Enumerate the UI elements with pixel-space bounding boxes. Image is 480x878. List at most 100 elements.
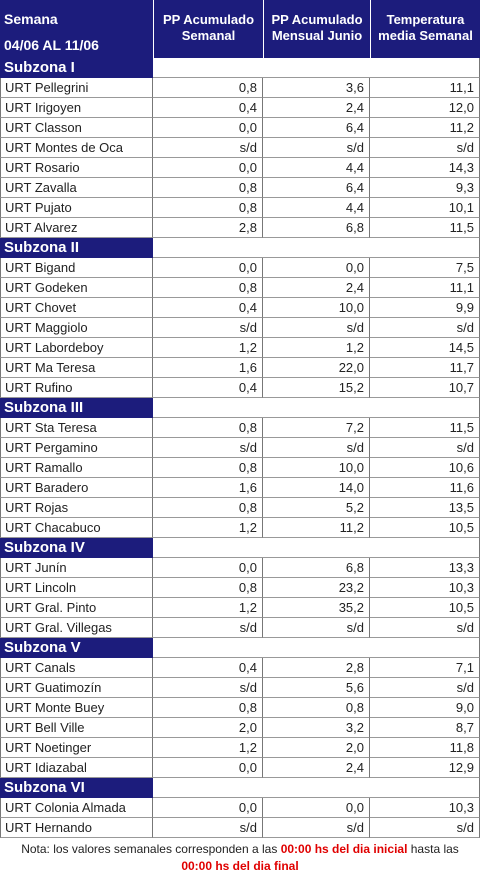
- station-row: URT Ma Teresa 1,6 22,0 11,7: [0, 358, 480, 378]
- subzone-spacer: [153, 238, 480, 258]
- station-row: URT Maggiolo s/d s/d s/d: [0, 318, 480, 338]
- value-cell: 0,0: [153, 798, 263, 818]
- station-name: URT Baradero: [0, 478, 153, 498]
- station-row: URT Rufino 0,4 15,2 10,7: [0, 378, 480, 398]
- value-cell: 0,8: [153, 418, 263, 438]
- value-cell: 7,1: [370, 658, 480, 678]
- value-cell: 0,0: [153, 258, 263, 278]
- value-cell: 1,2: [263, 338, 370, 358]
- station-row: URT Gral. Villegas s/d s/d s/d: [0, 618, 480, 638]
- station-name: URT Lincoln: [0, 578, 153, 598]
- value-cell: 11,1: [370, 278, 480, 298]
- value-cell: 13,3: [370, 558, 480, 578]
- station-row: URT Monte Buey 0,8 0,8 9,0: [0, 698, 480, 718]
- value-cell: s/d: [153, 818, 263, 838]
- station-name: URT Ramallo: [0, 458, 153, 478]
- station-row: URT Guatimozín s/d 5,6 s/d: [0, 678, 480, 698]
- column-header-line: PP Acumulado: [271, 12, 363, 27]
- station-name: URT Pergamino: [0, 438, 153, 458]
- value-cell: 10,5: [370, 518, 480, 538]
- station-name: URT Godeken: [0, 278, 153, 298]
- station-row: URT Gral. Pinto 1,2 35,2 10,5: [0, 598, 480, 618]
- value-cell: 0,8: [153, 198, 263, 218]
- table-header: Semana 04/06 AL 11/06 PP Acumulado Semana…: [0, 0, 480, 58]
- subzone-title: Subzona IV: [0, 538, 153, 558]
- value-cell: 10,6: [370, 458, 480, 478]
- subzone-row: Subzona II: [0, 238, 480, 258]
- value-cell: 0,4: [153, 658, 263, 678]
- station-name: URT Labordeboy: [0, 338, 153, 358]
- value-cell: 9,0: [370, 698, 480, 718]
- station-row: URT Sta Teresa 0,8 7,2 11,5: [0, 418, 480, 438]
- value-cell: 5,6: [263, 678, 370, 698]
- value-cell: 0,8: [153, 178, 263, 198]
- station-name: URT Junín: [0, 558, 153, 578]
- subzone-title: Subzona V: [0, 638, 153, 658]
- station-row: URT Bigand 0,0 0,0 7,5: [0, 258, 480, 278]
- value-cell: s/d: [370, 818, 480, 838]
- station-row: URT Chacabuco 1,2 11,2 10,5: [0, 518, 480, 538]
- value-cell: 0,4: [153, 378, 263, 398]
- station-name: URT Alvarez: [0, 218, 153, 238]
- station-name: URT Pujato: [0, 198, 153, 218]
- value-cell: 6,4: [263, 118, 370, 138]
- value-cell: 8,7: [370, 718, 480, 738]
- value-cell: 11,2: [263, 518, 370, 538]
- station-row: URT Bell Ville 2,0 3,2 8,7: [0, 718, 480, 738]
- subzone-spacer: [153, 778, 480, 798]
- station-row: URT Alvarez 2,8 6,8 11,5: [0, 218, 480, 238]
- station-name: URT Canals: [0, 658, 153, 678]
- value-cell: 23,2: [263, 578, 370, 598]
- subzone-title: Subzona II: [0, 238, 153, 258]
- station-row: URT Ramallo 0,8 10,0 10,6: [0, 458, 480, 478]
- value-cell: 0,0: [263, 258, 370, 278]
- value-cell: 0,8: [263, 698, 370, 718]
- station-row: URT Pergamino s/d s/d s/d: [0, 438, 480, 458]
- value-cell: s/d: [263, 438, 370, 458]
- subzone-spacer: [153, 538, 480, 558]
- value-cell: s/d: [370, 138, 480, 158]
- value-cell: 0,0: [153, 758, 263, 778]
- week-label: Semana: [4, 11, 58, 27]
- value-cell: s/d: [153, 438, 263, 458]
- column-header: Temperatura media Semanal: [370, 0, 480, 58]
- value-cell: 6,4: [263, 178, 370, 198]
- column-header: PP Acumulado Semanal: [153, 0, 263, 58]
- value-cell: 1,2: [153, 518, 263, 538]
- subzone-row: Subzona V: [0, 638, 480, 658]
- value-cell: 0,0: [263, 798, 370, 818]
- value-cell: s/d: [263, 818, 370, 838]
- value-cell: 1,6: [153, 478, 263, 498]
- value-cell: 2,4: [263, 98, 370, 118]
- column-header-line: PP Acumulado: [162, 12, 255, 27]
- value-cell: 0,4: [153, 298, 263, 318]
- value-cell: s/d: [370, 618, 480, 638]
- station-name: URT Irigoyen: [0, 98, 153, 118]
- station-name: URT Rojas: [0, 498, 153, 518]
- value-cell: 15,2: [263, 378, 370, 398]
- station-row: URT Irigoyen 0,4 2,4 12,0: [0, 98, 480, 118]
- station-row: URT Rojas 0,8 5,2 13,5: [0, 498, 480, 518]
- value-cell: 10,7: [370, 378, 480, 398]
- value-cell: 11,5: [370, 418, 480, 438]
- value-cell: 2,0: [263, 738, 370, 758]
- week-cell: Semana 04/06 AL 11/06: [4, 0, 153, 58]
- value-cell: 7,5: [370, 258, 480, 278]
- value-cell: 9,9: [370, 298, 480, 318]
- station-name: URT Ma Teresa: [0, 358, 153, 378]
- value-cell: 5,2: [263, 498, 370, 518]
- value-cell: 10,1: [370, 198, 480, 218]
- value-cell: 0,8: [153, 578, 263, 598]
- station-name: URT Idiazabal: [0, 758, 153, 778]
- station-row: URT Noetinger 1,2 2,0 11,8: [0, 738, 480, 758]
- station-row: URT Lincoln 0,8 23,2 10,3: [0, 578, 480, 598]
- column-header-line: media Semanal: [378, 28, 473, 43]
- value-cell: 10,0: [263, 298, 370, 318]
- subzone-spacer: [153, 58, 480, 78]
- value-cell: s/d: [263, 618, 370, 638]
- station-row: URT Colonia Almada 0,0 0,0 10,3: [0, 798, 480, 818]
- station-name: URT Rosario: [0, 158, 153, 178]
- value-cell: 11,7: [370, 358, 480, 378]
- value-cell: s/d: [153, 678, 263, 698]
